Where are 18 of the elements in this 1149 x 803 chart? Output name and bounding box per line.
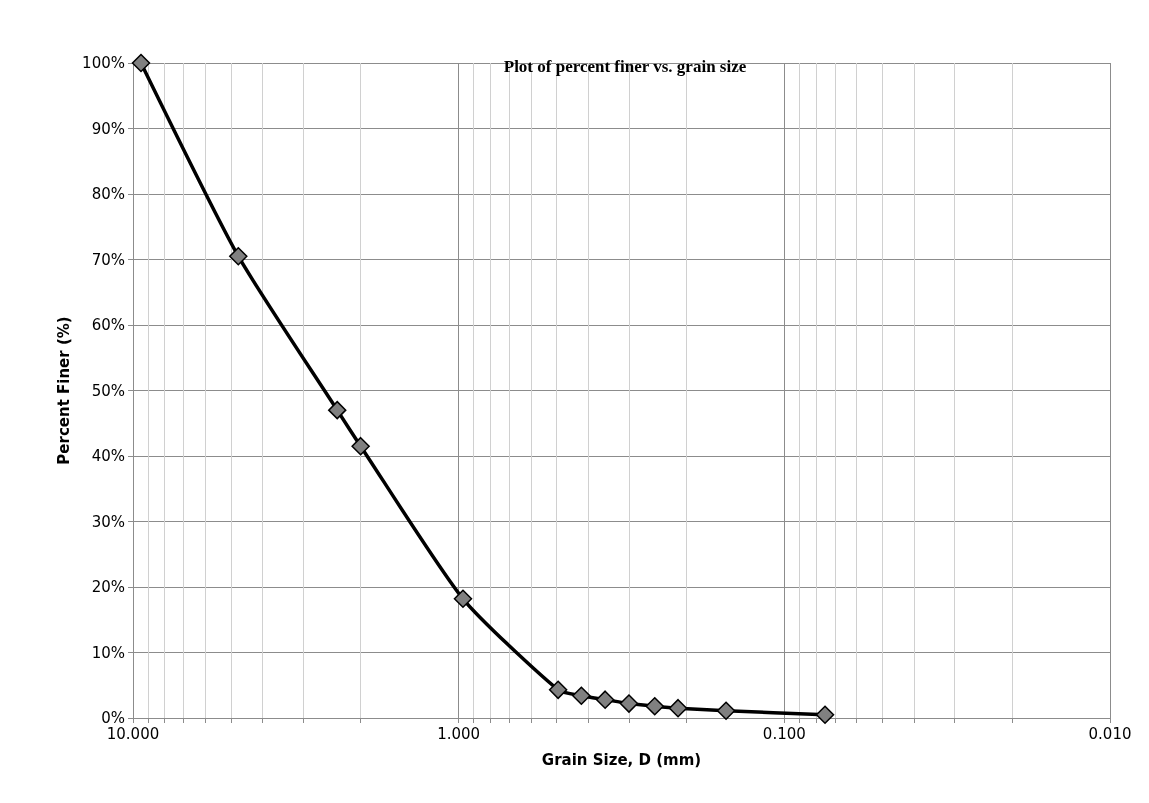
y-tick-label: 20% [91,578,125,596]
y-tick-label: 0% [101,709,125,727]
x-tick-label: 1.000 [437,724,481,743]
y-tick-label: 80% [91,185,125,203]
x-tick-label: 10.000 [106,724,160,743]
y-tick-label: 90% [91,119,125,138]
y-tick-label: 50% [91,381,125,400]
y-tick-label: 60% [91,316,125,334]
y-axis-title: Percent Finer (%) [54,316,73,465]
chart-title: Plot of percent finer vs. grain size [503,57,747,76]
y-tick-label: 40% [91,447,125,465]
y-tick-label: 10% [91,643,125,662]
y-tick-label: 30% [91,512,125,531]
y-tick-label: 100% [82,54,125,72]
x-tick-label: 0.100 [762,724,806,743]
x-axis-title: Grain Size, D (mm) [541,750,702,769]
x-tick-label: 0.010 [1088,724,1132,743]
y-tick-label: 70% [91,250,125,269]
